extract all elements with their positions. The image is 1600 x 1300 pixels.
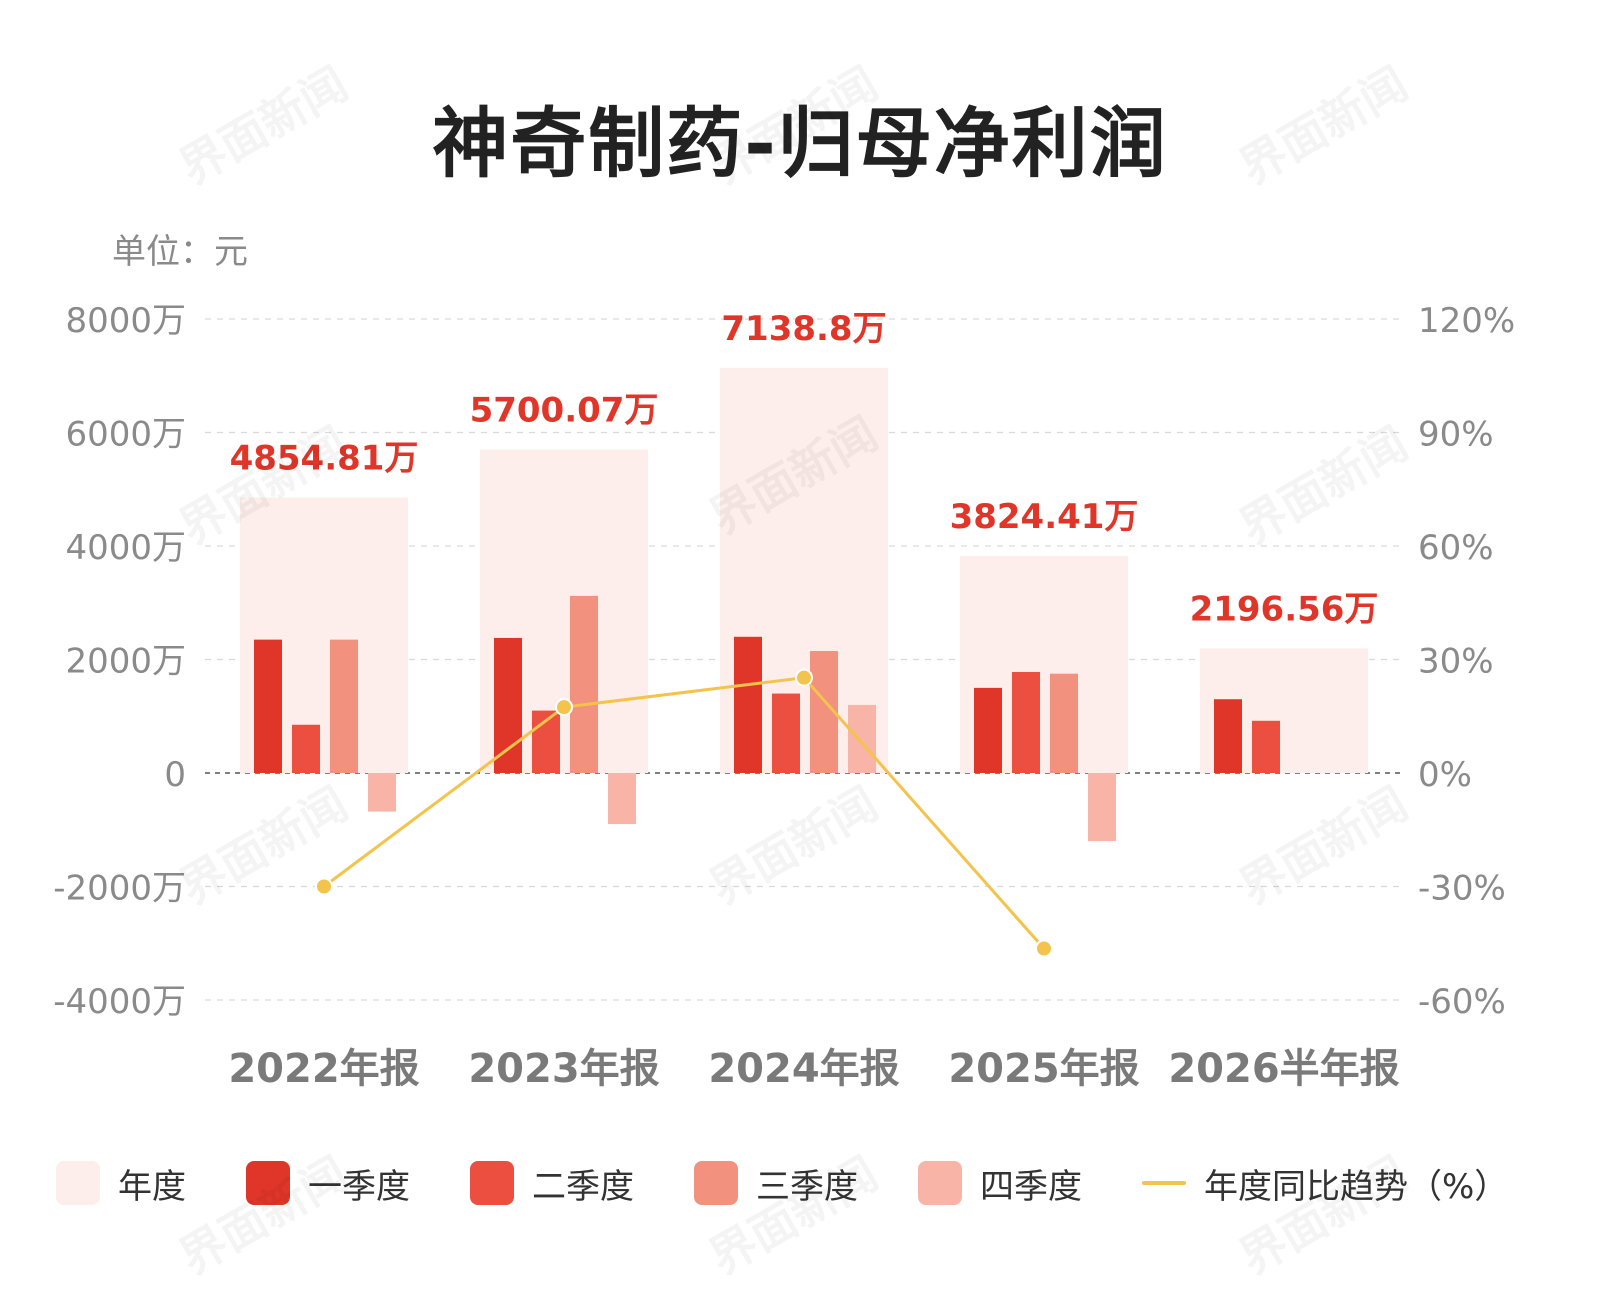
- x-category-label: 2025年报: [948, 1046, 1139, 1092]
- legend-item: 二季度: [470, 1159, 634, 1208]
- y-left-tick-label: 4000万: [65, 528, 186, 568]
- yoy-line: [323, 676, 1046, 950]
- chart-title: 神奇制药-归母净利润: [432, 99, 1168, 188]
- unit-label: 单位：元: [112, 232, 248, 272]
- legend-item: 年度同比趋势（%）: [1142, 1159, 1508, 1208]
- y-right-tick-label: 60%: [1418, 528, 1494, 568]
- chart-legend: 年度 一季度 二季度 三季度 四季度 年度同比趋势（%）: [56, 1158, 1576, 1208]
- quarter-bar: [494, 637, 522, 773]
- quarter-bar: [330, 639, 358, 773]
- y-right-tick-label: -30%: [1418, 869, 1506, 909]
- y-left-tick-label: -4000万: [53, 982, 186, 1022]
- yoy-point: [555, 698, 573, 717]
- annual-value-label: 4854.81万: [230, 438, 419, 478]
- quarter-bar: [292, 724, 320, 773]
- quarter-bar: [974, 687, 1002, 773]
- legend-label: 二季度: [532, 1166, 634, 1207]
- y-right-tick-label: 90%: [1418, 415, 1494, 455]
- y-left-tick-label: 8000万: [65, 301, 186, 341]
- y-right-tick-label: 0%: [1418, 755, 1472, 795]
- quarter-bar: [368, 773, 396, 812]
- x-category-label: 2022年报: [228, 1046, 419, 1092]
- legend-item: 一季度: [246, 1159, 410, 1208]
- annual-value-label: 2196.56万: [1190, 589, 1379, 629]
- legend-label: 一季度: [308, 1166, 410, 1207]
- quarter-bar: [254, 639, 282, 773]
- x-category-label: 2026半年报: [1168, 1046, 1399, 1092]
- legend-swatch: [694, 1161, 738, 1205]
- quarter-bar: [1252, 720, 1280, 773]
- y-right-tick-label: 120%: [1418, 301, 1515, 341]
- annual-value-label: 7138.8万: [721, 309, 886, 349]
- legend-swatch: [470, 1161, 514, 1205]
- quarter-bar: [1214, 699, 1242, 773]
- annual-value-label: 3824.41万: [950, 497, 1139, 537]
- x-category-label: 2024年报: [708, 1046, 899, 1092]
- quarter-bar: [734, 636, 762, 773]
- quarter-bar: [608, 773, 636, 825]
- x-category-label: 2023年报: [468, 1046, 659, 1092]
- legend-label: 年度: [118, 1166, 186, 1207]
- quarter-bar: [1012, 671, 1040, 773]
- yoy-point: [1035, 939, 1053, 958]
- legend-swatch: [246, 1161, 290, 1205]
- yoy-point: [795, 668, 813, 687]
- legend-line-swatch: [1142, 1181, 1186, 1185]
- quarter-bar: [772, 693, 800, 773]
- legend-swatch: [918, 1161, 962, 1205]
- legend-label: 年度同比趋势（%）: [1204, 1166, 1509, 1207]
- legend-label: 四季度: [980, 1166, 1082, 1207]
- yoy-point: [315, 877, 333, 896]
- legend-item: 三季度: [694, 1159, 858, 1208]
- legend-label: 三季度: [756, 1166, 858, 1207]
- y-left-tick-label: 6000万: [65, 415, 186, 455]
- legend-swatch: [56, 1161, 100, 1205]
- quarter-bar: [570, 595, 598, 773]
- y-left-tick-label: 2000万: [65, 642, 186, 682]
- annual-value-label: 5700.07万: [470, 391, 659, 431]
- legend-item: 四季度: [918, 1159, 1082, 1208]
- quarter-bar: [1088, 773, 1116, 842]
- y-left-tick-label: -2000万: [53, 869, 186, 909]
- y-right-tick-label: -60%: [1418, 982, 1506, 1022]
- y-right-tick-label: 30%: [1418, 642, 1494, 682]
- quarter-bar: [1050, 673, 1078, 773]
- quarter-bar: [848, 704, 876, 773]
- legend-item: 年度: [56, 1159, 186, 1208]
- y-left-tick-label: 0: [164, 755, 186, 795]
